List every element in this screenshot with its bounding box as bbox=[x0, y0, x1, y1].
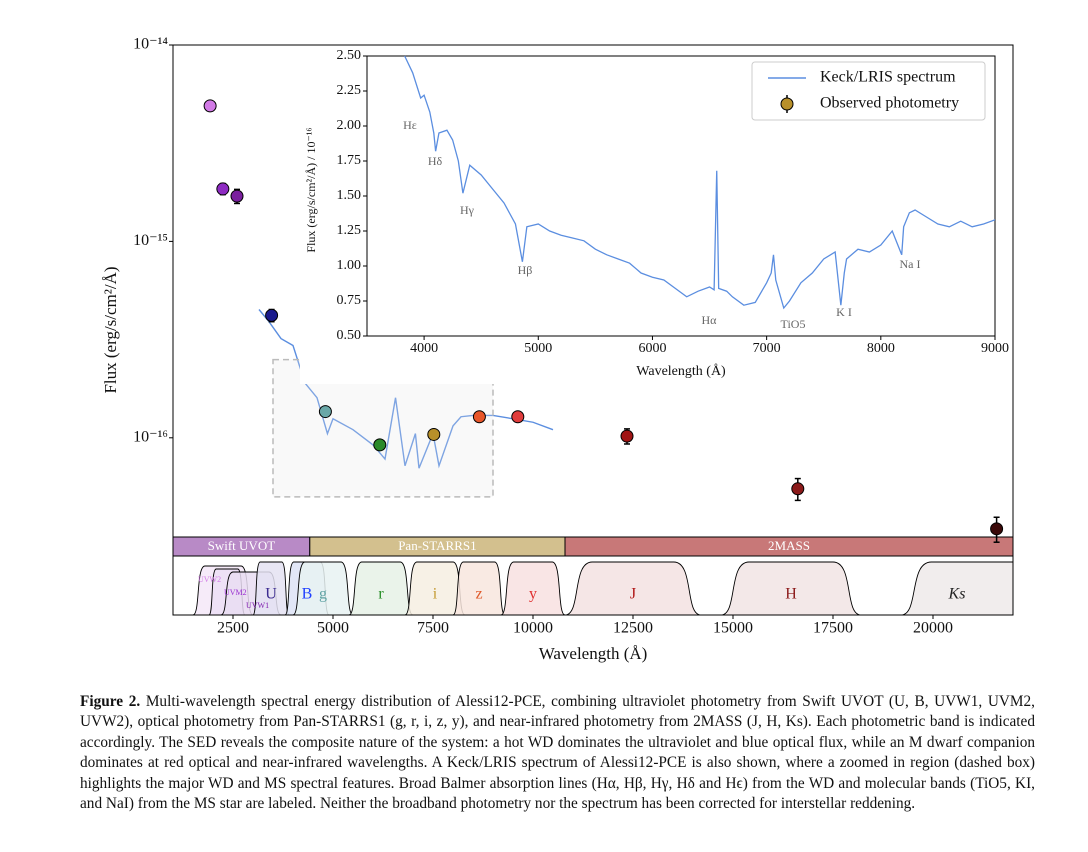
y-tick-label: 1.75 bbox=[337, 153, 362, 168]
legend-marker bbox=[780, 97, 794, 111]
x-tick-label: 6000 bbox=[638, 341, 666, 356]
y-tick-label: 1.50 bbox=[337, 188, 362, 203]
x-tick-label: 15000 bbox=[713, 620, 753, 637]
filter-curve bbox=[452, 561, 506, 615]
legend-label: Keck/LRIS spectrum bbox=[820, 69, 956, 86]
caption: Figure 2. Multi-wavelength spectral ener… bbox=[80, 692, 1035, 814]
photometry-point bbox=[216, 182, 230, 196]
line-annotation: Hε bbox=[403, 118, 417, 132]
filter-label: r bbox=[378, 586, 384, 603]
line-annotation: Hδ bbox=[428, 154, 443, 168]
filter-curve bbox=[564, 561, 702, 615]
x-tick-label: 2500 bbox=[217, 620, 249, 637]
filter-label: J bbox=[630, 586, 636, 603]
inset-plot bbox=[404, 55, 995, 310]
photometry-marker bbox=[216, 182, 230, 196]
y-tick-label: 2.25 bbox=[337, 83, 362, 98]
filter-curve bbox=[900, 561, 1013, 615]
photometry-point bbox=[265, 308, 279, 323]
filter-label: U bbox=[265, 586, 277, 603]
filter-curve bbox=[500, 561, 566, 615]
filter-label: B bbox=[302, 586, 313, 603]
line-annotation: TiO5 bbox=[781, 317, 806, 331]
photometry-marker bbox=[427, 427, 441, 441]
x-tick-label: 7500 bbox=[417, 620, 449, 637]
filter-label: Ks bbox=[948, 586, 966, 603]
photometry-marker bbox=[265, 308, 279, 322]
x-tick-label: 10000 bbox=[513, 620, 553, 637]
x-axis-label: Wavelength (Å) bbox=[636, 363, 726, 379]
photometry-marker bbox=[791, 482, 805, 496]
x-tick-label: 5000 bbox=[524, 341, 552, 356]
filter-label: z bbox=[475, 586, 482, 603]
line-annotation: K I bbox=[836, 305, 852, 319]
x-tick-label: 9000 bbox=[981, 341, 1009, 356]
photometry-marker bbox=[203, 99, 217, 113]
y-tick-label: 10⁻¹⁶ bbox=[133, 428, 168, 445]
photometry-point bbox=[511, 410, 525, 424]
y-tick-label: 1.00 bbox=[337, 258, 362, 273]
photometry-point bbox=[620, 428, 634, 445]
photometry-point bbox=[318, 405, 332, 419]
caption-text: Multi-wavelength spectral energy distrib… bbox=[80, 693, 1035, 813]
photometry-point bbox=[373, 438, 387, 452]
photometry-point bbox=[230, 188, 244, 205]
filter-label: g bbox=[319, 586, 327, 603]
photometry-marker bbox=[230, 189, 244, 203]
filter-label: y bbox=[529, 586, 537, 603]
x-tick-label: 7000 bbox=[753, 341, 781, 356]
y-axis-label: Flux (erg/s/cm²/Å) bbox=[101, 266, 120, 393]
spectrum-line bbox=[404, 55, 995, 310]
photometry-marker bbox=[318, 405, 332, 419]
y-tick-label: 2.50 bbox=[337, 48, 362, 63]
y-tick-label: 0.75 bbox=[337, 293, 362, 308]
y-tick-label: 2.00 bbox=[337, 118, 362, 133]
line-annotation: Hγ bbox=[460, 203, 475, 217]
line-annotation: Hβ bbox=[518, 263, 533, 277]
x-tick-label: 8000 bbox=[867, 341, 895, 356]
photometry-marker bbox=[620, 429, 634, 443]
y-axis-label: Flux (erg/s/cm²/Å) / 10⁻¹⁶ bbox=[304, 127, 318, 252]
y-tick-label: 10⁻¹⁴ bbox=[133, 36, 168, 53]
filter-curve bbox=[292, 561, 354, 615]
photometry-marker bbox=[373, 438, 387, 452]
filter-curve bbox=[720, 561, 862, 615]
line-annotation: Hα bbox=[702, 313, 718, 327]
y-tick-label: 10⁻¹⁵ bbox=[133, 232, 168, 249]
filter-label: UVW1 bbox=[246, 601, 269, 610]
x-tick-label: 5000 bbox=[317, 620, 349, 637]
x-tick-label: 4000 bbox=[410, 341, 438, 356]
x-tick-label: 17500 bbox=[813, 620, 853, 637]
x-tick-label: 20000 bbox=[913, 620, 953, 637]
legend-label: Observed photometry bbox=[820, 95, 959, 112]
photometry-point bbox=[791, 477, 805, 502]
photometry-marker bbox=[472, 410, 486, 424]
survey-label: 2MASS bbox=[768, 538, 810, 553]
caption-label: Figure 2. bbox=[80, 693, 141, 710]
line-annotation: Na I bbox=[900, 257, 921, 271]
photometry-point bbox=[427, 427, 441, 441]
photometry-point bbox=[203, 99, 217, 113]
filter-label: H bbox=[785, 586, 797, 603]
axes-frame bbox=[172, 44, 1014, 616]
photometry-marker bbox=[511, 410, 525, 424]
y-tick-label: 0.50 bbox=[337, 328, 362, 343]
filter-label: UVW2 bbox=[198, 575, 221, 584]
survey-label: Pan-STARRS1 bbox=[398, 538, 476, 553]
filter-label: i bbox=[433, 586, 438, 603]
legend-box bbox=[751, 61, 986, 121]
survey-label: Swift UVOT bbox=[208, 538, 276, 553]
photometry-marker bbox=[990, 522, 1004, 536]
photometry-point bbox=[472, 410, 486, 424]
y-tick-label: 1.25 bbox=[337, 223, 362, 238]
x-tick-label: 12500 bbox=[613, 620, 653, 637]
photometry-point bbox=[990, 516, 1004, 543]
filter-label: UVM2 bbox=[224, 588, 247, 597]
x-axis-label: Wavelength (Å) bbox=[539, 644, 648, 663]
